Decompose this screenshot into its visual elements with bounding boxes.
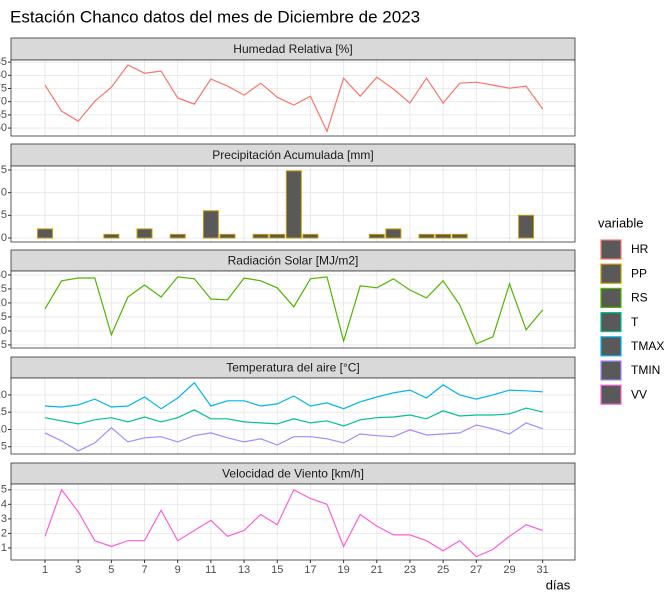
bar [368, 233, 385, 239]
x-tick-label: 17 [304, 564, 316, 576]
y-tick-label: 3 [1, 513, 7, 525]
legend-key [600, 360, 622, 381]
panel-border [10, 377, 576, 455]
legend-key [600, 312, 622, 333]
y-tick-label: 5 [1, 441, 7, 453]
x-tick-label: 3 [75, 564, 81, 576]
y-tick-label: 85 [0, 56, 7, 68]
y-tick-label: 10 [0, 423, 7, 435]
y-tick-label: 20 [0, 297, 7, 309]
y-tick-label: 70 [0, 96, 7, 108]
x-axis-title: días [546, 577, 571, 592]
panel [11, 271, 575, 348]
x-tick-label: 23 [404, 564, 416, 576]
legend-key [600, 239, 622, 260]
x-tick-label: 29 [503, 564, 515, 576]
y-tick-label: 5 [1, 484, 7, 496]
strip-label: Temperatura del aire [°C] [226, 361, 360, 375]
x-tick-label: 27 [470, 564, 482, 576]
bar [103, 233, 120, 239]
bar [269, 233, 286, 239]
strip-label: Precipitación Acumulada [mm] [212, 148, 373, 162]
y-tick-label: 65 [0, 109, 7, 121]
y-tick-label: 15 [0, 311, 7, 323]
bar [451, 233, 468, 239]
line [44, 488, 543, 558]
y-tick-label: 80 [0, 69, 7, 81]
bar [252, 233, 269, 239]
bar [385, 228, 402, 239]
strip-label: Radiación Solar [MJ/m2] [228, 254, 359, 268]
bar [202, 210, 219, 239]
bar [169, 233, 186, 239]
legend-key [600, 287, 622, 308]
legend-key [600, 384, 622, 405]
legend-label: VV [631, 387, 647, 401]
y-tick-label: 15 [0, 406, 7, 418]
line [44, 381, 543, 410]
legend-key [600, 263, 622, 284]
y-tick-label: 1 [1, 542, 7, 554]
panel-border [10, 270, 576, 349]
legend-label: TMAX [631, 339, 664, 353]
x-tick-label: 19 [337, 564, 349, 576]
y-tick-label: 20 [0, 389, 7, 401]
y-tick-label: 25 [0, 283, 7, 295]
line [44, 64, 544, 133]
bar [37, 228, 53, 239]
legend-title: variable [598, 215, 644, 230]
panel-border [10, 165, 576, 243]
bar [518, 214, 535, 239]
chart-title: Estación Chanco datos del mes de Diciemb… [10, 7, 420, 26]
panel [11, 378, 575, 454]
line [44, 422, 543, 452]
panel-border [10, 483, 576, 561]
y-tick-label: 75 [0, 82, 7, 94]
strip-label: Velocidad de Viento [km/h] [222, 467, 364, 481]
x-tick-label: 5 [108, 564, 114, 576]
bar [418, 233, 435, 239]
line [44, 407, 543, 427]
bar [219, 233, 236, 239]
panel [11, 60, 575, 136]
y-tick-label: 30 [0, 269, 7, 281]
x-tick-label: 1 [42, 564, 48, 576]
bar [136, 228, 153, 239]
x-tick-label: 11 [205, 564, 216, 576]
line [44, 276, 544, 345]
y-tick-label: 60 [0, 122, 7, 134]
y-tick-label: 2 [1, 527, 7, 539]
y-tick-label: 5.0 [0, 187, 7, 199]
legend-label: HR [631, 242, 649, 256]
panel-border [10, 59, 576, 137]
legend-label: T [631, 315, 639, 329]
y-tick-label: 2.5 [0, 209, 7, 221]
x-tick-label: 9 [175, 564, 181, 576]
panel [11, 484, 575, 560]
legend-label: TMIN [631, 363, 660, 377]
y-tick-label: 0.0 [0, 232, 7, 244]
bar [435, 233, 452, 239]
strip-label: Humedad Relativa [%] [233, 42, 352, 56]
x-tick-label: 13 [238, 564, 250, 576]
y-tick-label: 4 [1, 498, 7, 510]
x-tick-label: 7 [141, 564, 147, 576]
bar [285, 170, 302, 239]
bar [302, 233, 319, 239]
x-tick-label: 21 [371, 564, 383, 576]
legend-key [600, 336, 622, 357]
legend-label: RS [631, 291, 648, 305]
y-tick-label: 10 [0, 325, 7, 337]
y-tick-label: 7.5 [0, 164, 7, 176]
y-tick-label: 5 [1, 339, 7, 351]
x-tick-label: 31 [537, 564, 549, 576]
x-tick-label: 15 [271, 564, 283, 576]
legend-label: PP [631, 266, 647, 280]
x-tick-label: 25 [437, 564, 449, 576]
